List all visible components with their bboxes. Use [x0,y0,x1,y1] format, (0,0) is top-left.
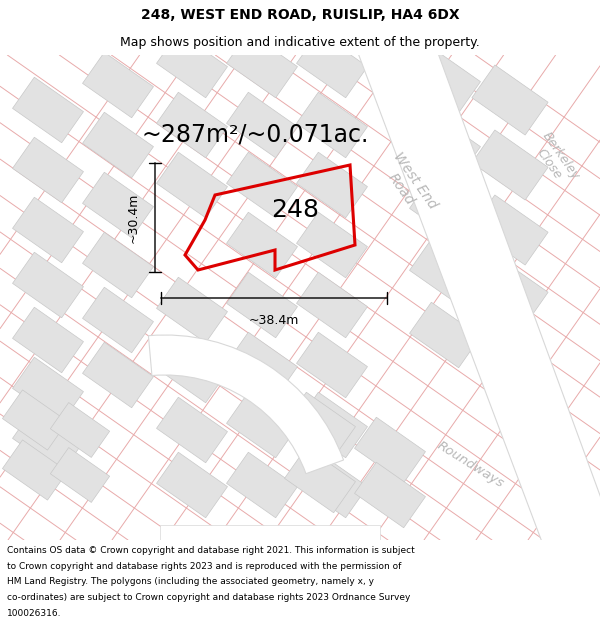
Polygon shape [2,390,68,450]
Polygon shape [296,452,367,518]
Text: West End
Road: West End Road [377,149,439,221]
Polygon shape [13,357,83,422]
Polygon shape [227,213,298,278]
Polygon shape [355,418,425,482]
Polygon shape [296,332,367,398]
Polygon shape [13,78,83,142]
Polygon shape [83,342,154,408]
Polygon shape [83,288,154,352]
Polygon shape [157,338,227,402]
Polygon shape [296,92,367,158]
Polygon shape [13,138,83,202]
Polygon shape [410,48,481,112]
Polygon shape [13,253,83,318]
Text: co-ordinates) are subject to Crown copyright and database rights 2023 Ordnance S: co-ordinates) are subject to Crown copyr… [7,593,410,602]
Polygon shape [157,452,227,518]
Polygon shape [355,462,425,528]
Text: Berkeley
Close: Berkeley Close [528,129,582,191]
Text: Map shows position and indicative extent of the property.: Map shows position and indicative extent… [120,36,480,49]
Text: 248: 248 [271,198,319,222]
Polygon shape [410,239,481,305]
Polygon shape [50,448,110,503]
Text: ~30.4m: ~30.4m [127,192,140,242]
Polygon shape [284,392,355,458]
Polygon shape [296,392,367,458]
Wedge shape [148,335,344,474]
Text: 100026316.: 100026316. [7,609,62,618]
Polygon shape [296,213,367,278]
Text: Roundways: Roundways [434,439,506,491]
Polygon shape [227,32,298,98]
Polygon shape [355,45,600,550]
Polygon shape [157,92,227,158]
Polygon shape [83,112,154,178]
Polygon shape [472,320,548,390]
Polygon shape [227,92,298,158]
Polygon shape [284,448,355,512]
Polygon shape [13,198,83,262]
Polygon shape [472,65,548,135]
Polygon shape [227,452,298,518]
Polygon shape [296,152,367,218]
Polygon shape [160,525,380,550]
Polygon shape [157,398,227,462]
Polygon shape [472,195,548,265]
Polygon shape [296,32,367,98]
Polygon shape [227,392,298,458]
Polygon shape [83,52,154,118]
Polygon shape [13,408,83,472]
Text: HM Land Registry. The polygons (including the associated geometry, namely x, y: HM Land Registry. The polygons (includin… [7,578,374,586]
Polygon shape [2,440,68,500]
Text: ~38.4m: ~38.4m [249,314,299,327]
Text: 248, WEST END ROAD, RUISLIP, HA4 6DX: 248, WEST END ROAD, RUISLIP, HA4 6DX [140,8,460,22]
Polygon shape [296,272,367,338]
Polygon shape [83,232,154,298]
Polygon shape [227,152,298,218]
Polygon shape [410,177,481,242]
Polygon shape [227,272,298,338]
Text: to Crown copyright and database rights 2023 and is reproduced with the permissio: to Crown copyright and database rights 2… [7,562,401,571]
Text: Contains OS data © Crown copyright and database right 2021. This information is : Contains OS data © Crown copyright and d… [7,546,415,555]
Polygon shape [410,302,481,368]
Polygon shape [83,173,154,238]
Polygon shape [13,308,83,372]
Polygon shape [50,402,110,458]
Polygon shape [157,152,227,218]
Polygon shape [472,130,548,200]
Polygon shape [227,332,298,398]
Polygon shape [472,255,548,325]
Polygon shape [157,278,227,342]
Polygon shape [157,32,227,98]
Polygon shape [410,112,481,178]
Text: ~287m²/~0.071ac.: ~287m²/~0.071ac. [142,123,368,147]
